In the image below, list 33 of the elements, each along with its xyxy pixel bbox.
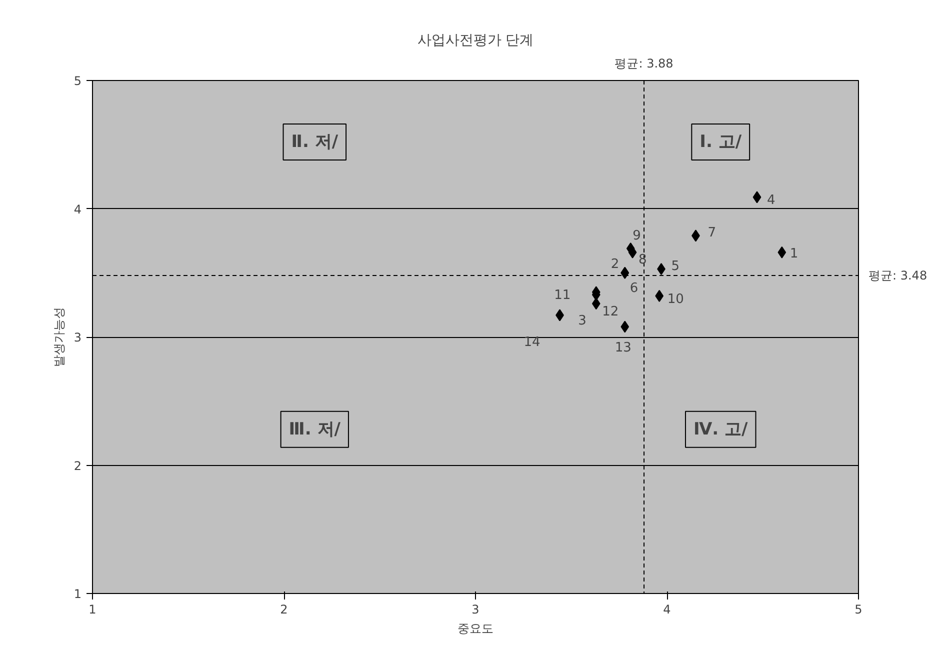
annotation: 4 (767, 193, 776, 208)
annotation: 5 (671, 259, 680, 274)
y-tick-label: 3 (74, 330, 82, 344)
annotation: Ⅳ. 고/ (693, 419, 749, 440)
annotation: 9 (632, 228, 641, 244)
y-tick-label: 1 (74, 587, 82, 601)
annotation: Ⅰ. 고/ (700, 132, 742, 152)
annotation: 3 (578, 314, 586, 329)
y-tick-label: 5 (74, 74, 82, 88)
x-tick-label: 5 (854, 602, 862, 616)
annotation: Ⅲ. 저/ (288, 419, 342, 440)
annotation: 2 (610, 256, 620, 272)
x-tick-label: 2 (280, 602, 288, 616)
x-tick-label: 4 (663, 602, 671, 616)
y-tick-label: 2 (74, 458, 82, 473)
annotation: 6 (630, 280, 638, 296)
annotation: 8 (638, 252, 647, 268)
annotation: Ⅱ. 저/ (291, 132, 339, 152)
annotation: 10 (667, 292, 684, 307)
annotation: 1 (790, 246, 798, 262)
chart-title: 사업사전평가 단계 (417, 32, 534, 48)
annotation: 11 (554, 288, 571, 304)
y-tick-label: 4 (74, 202, 82, 216)
ref-line-label: 평균: 3.48 (868, 268, 928, 282)
annotation: 13 (614, 340, 632, 356)
annotation: 12 (602, 304, 619, 320)
x-axis-title: 중요도 (458, 622, 494, 636)
x-tick-label: 1 (88, 602, 96, 616)
x-tick-label: 3 (472, 602, 480, 616)
y-axis-title: 발생가능성 (52, 307, 66, 367)
ref-line-label: 평균: 3.88 (614, 56, 674, 70)
annotation: 7 (708, 226, 716, 241)
annotation: 14 (524, 335, 540, 350)
